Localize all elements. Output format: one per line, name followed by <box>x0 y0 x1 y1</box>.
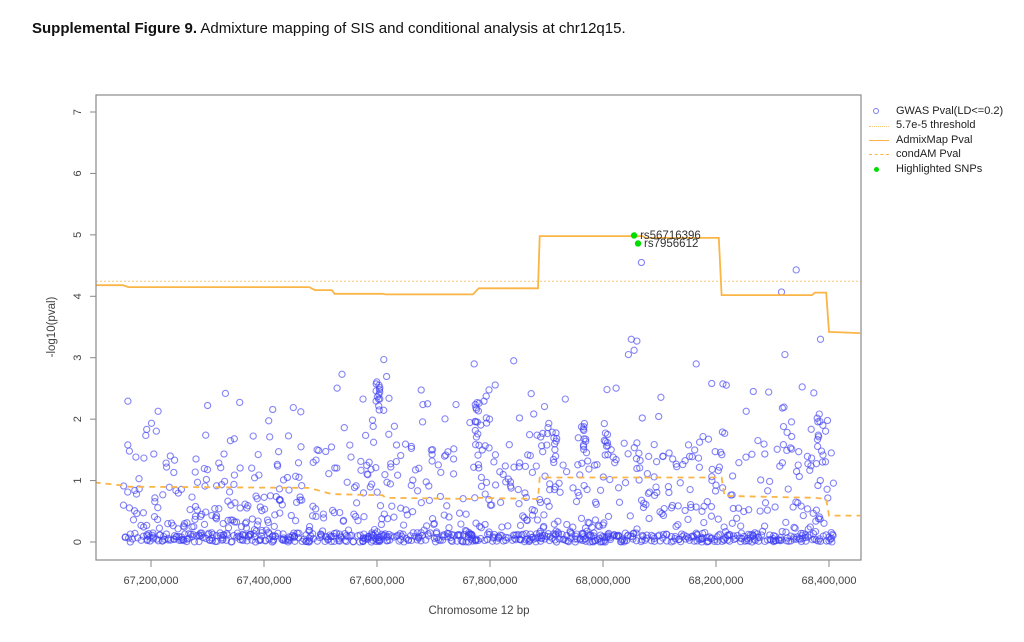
snp-label: rs7956612 <box>644 238 698 250</box>
legend-label: condAM Pval <box>896 148 961 161</box>
legend-label: AdmixMap Pval <box>896 133 973 146</box>
snp-label: rs56716396 <box>640 230 701 242</box>
x-tick-label: 67,600,000 <box>349 575 404 587</box>
legend-label: GWAS Pval(LD<=0.2) <box>896 105 1004 117</box>
figure-caption-label: Supplemental Figure 9. <box>32 20 198 37</box>
figure-caption: Supplemental Figure 9. Admixture mapping… <box>32 20 626 37</box>
circle-marker-icon <box>869 104 889 118</box>
legend-label: 5.7e-5 threshold <box>896 119 976 132</box>
condam-line <box>96 476 861 517</box>
legend-item-gwas: GWAS Pval(LD<=0.2) <box>869 104 1003 118</box>
legend-item-admixmap: AdmixMap Pval <box>869 133 1003 147</box>
y-tick-label: 7 <box>72 109 84 115</box>
y-tick-label: 5 <box>72 232 84 238</box>
x-tick-label: 68,400,000 <box>801 575 856 587</box>
y-tick-label: 4 <box>72 293 84 299</box>
filled-dot-icon <box>869 162 889 176</box>
legend-item-condam: condAM Pval <box>869 147 1003 161</box>
x-tick-label: 68,000,000 <box>575 575 630 587</box>
y-tick-label: 6 <box>72 170 84 176</box>
dotted-line-icon <box>869 119 889 133</box>
y-tick-label: 2 <box>72 416 84 422</box>
x-tick-label: 68,200,000 <box>688 575 743 587</box>
legend-item-threshold: 5.7e-5 threshold <box>869 118 1003 132</box>
line-layer <box>96 235 861 517</box>
highlighted-snp-dot <box>630 232 638 239</box>
y-axis-title: -log10(pval) <box>46 296 58 357</box>
legend-label: Highlighted SNPs <box>896 162 983 175</box>
admixmap-line <box>96 235 861 334</box>
y-tick-label: 3 <box>72 355 84 361</box>
x-tick-label: 67,800,000 <box>462 575 517 587</box>
y-tick-label: 1 <box>72 478 84 484</box>
y-tick-label: 0 <box>72 539 84 545</box>
solid-line-icon <box>869 133 889 147</box>
gwas-scatter-layer <box>119 258 838 546</box>
x-tick-label: 67,400,000 <box>236 575 291 587</box>
x-tick-label: 67,200,000 <box>123 575 178 587</box>
highlighted-snp-dot <box>634 240 642 247</box>
legend-item-highlighted: Highlighted SNPs <box>869 162 1003 176</box>
x-axis-title: Chromosome 12 bp <box>429 605 530 617</box>
legend: GWAS Pval(LD<=0.2) 5.7e-5 threshold Admi… <box>869 104 1003 176</box>
plot-frame <box>95 94 862 561</box>
dashed-line-icon <box>869 147 889 161</box>
axes: 0 1 2 3 4 5 6 7 67,200,000 67,400,000 67,600,000 67… <box>46 109 857 617</box>
figure-caption-text: Admixture mapping of SIS and conditional… <box>197 20 626 37</box>
